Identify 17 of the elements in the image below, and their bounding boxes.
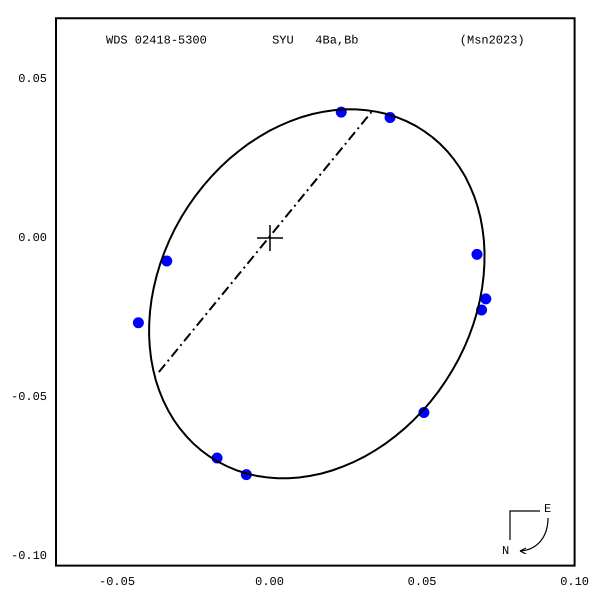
annotation: E [544, 502, 552, 516]
point [480, 293, 492, 304]
y-tick-label: 0.05 [18, 72, 48, 86]
annotation: N [502, 544, 510, 558]
text: WDS 02418-5300 [106, 33, 207, 48]
y-tick-label: -0.05 [10, 390, 48, 404]
point [132, 317, 144, 328]
point [471, 248, 482, 260]
y-tick-label: -0.10 [10, 549, 48, 564]
x-tick-label: 0.10 [560, 574, 590, 589]
text: SYU 4Ba,Bb [272, 33, 359, 48]
y-tick-label: 0.00 [18, 230, 48, 245]
x-tick-label: 0.00 [255, 574, 284, 589]
annotation: (Msn2023) [460, 33, 525, 48]
x-tick-label: -0.05 [99, 574, 136, 589]
x-tick-label: 0.05 [408, 574, 436, 589]
point [161, 256, 172, 267]
